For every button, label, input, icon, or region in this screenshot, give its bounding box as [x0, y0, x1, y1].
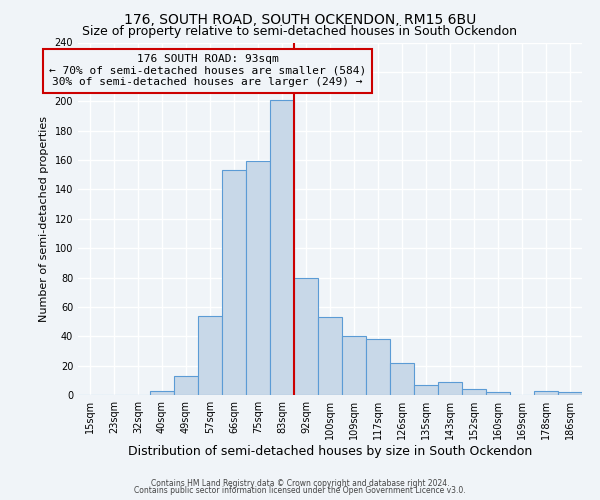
Bar [270, 100, 294, 395]
Bar [198, 316, 222, 395]
Bar [222, 170, 246, 395]
Bar [558, 392, 582, 395]
Bar [414, 384, 438, 395]
Bar [366, 339, 390, 395]
Bar [294, 278, 318, 395]
Bar [534, 390, 558, 395]
Bar [390, 362, 414, 395]
Text: Contains HM Land Registry data © Crown copyright and database right 2024.: Contains HM Land Registry data © Crown c… [151, 478, 449, 488]
Bar [246, 162, 270, 395]
Y-axis label: Number of semi-detached properties: Number of semi-detached properties [39, 116, 49, 322]
Text: Contains public sector information licensed under the Open Government Licence v3: Contains public sector information licen… [134, 486, 466, 495]
Bar [462, 389, 486, 395]
X-axis label: Distribution of semi-detached houses by size in South Ockendon: Distribution of semi-detached houses by … [128, 445, 532, 458]
Bar [342, 336, 366, 395]
Text: 176, SOUTH ROAD, SOUTH OCKENDON, RM15 6BU: 176, SOUTH ROAD, SOUTH OCKENDON, RM15 6B… [124, 12, 476, 26]
Text: 176 SOUTH ROAD: 93sqm
← 70% of semi-detached houses are smaller (584)
30% of sem: 176 SOUTH ROAD: 93sqm ← 70% of semi-deta… [49, 54, 366, 88]
Bar [318, 317, 342, 395]
Bar [174, 376, 198, 395]
Bar [150, 390, 174, 395]
Text: Size of property relative to semi-detached houses in South Ockendon: Size of property relative to semi-detach… [83, 25, 517, 38]
Bar [438, 382, 462, 395]
Bar [486, 392, 510, 395]
